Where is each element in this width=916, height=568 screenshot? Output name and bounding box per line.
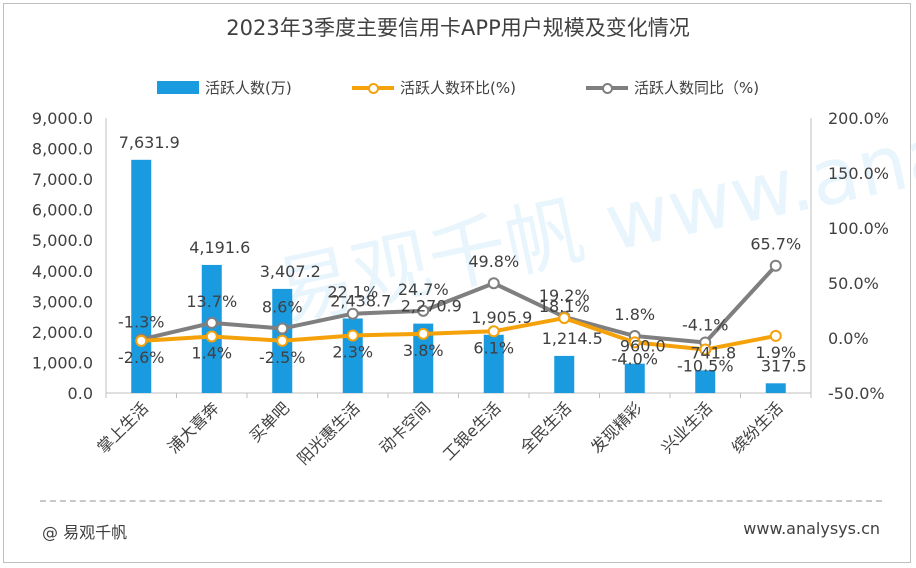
mom-line <box>139 316 778 352</box>
x-category-label: 动卡空间 <box>375 398 434 457</box>
y-left-tick-label: 6,000.0 <box>32 201 93 220</box>
mom-value-label: -2.6% <box>118 348 164 367</box>
legend-item-bar: 活跃人数(万) <box>157 77 292 98</box>
yoy-point <box>417 304 430 317</box>
yoy-value-label: 24.7% <box>398 280 449 299</box>
yoy-value-label: 65.7% <box>750 235 801 254</box>
bar <box>554 355 575 393</box>
mom-value-label: -2.5% <box>259 348 305 367</box>
bar-value-label: 741.8 <box>690 343 736 362</box>
yoy-value-label: 8.6% <box>262 298 303 317</box>
mom-value-label: 6.1% <box>473 338 514 357</box>
yoy-value-label: -1.3% <box>118 312 164 331</box>
x-category-label: 掌上生活 <box>93 398 152 457</box>
bar-value-label: 317.5 <box>761 356 807 375</box>
bar-value-label: 4,191.6 <box>189 238 250 257</box>
mom-point <box>769 329 782 342</box>
legend-yoy-label: 活跃人数同比（%) <box>634 79 760 97</box>
bar <box>201 264 222 393</box>
chart-title: 2023年3季度主要信用卡APP用户规模及变化情况 <box>226 16 690 40</box>
bar <box>131 159 152 393</box>
mom-point <box>558 312 571 325</box>
legend: 活跃人数(万) 活跃人数环比(%) 活跃人数同比（%) <box>0 77 916 99</box>
bar-value-label: 3,407.2 <box>260 262 321 281</box>
y-left-tick-label: 8,000.0 <box>32 140 93 159</box>
y-left-tick-label: 0.0 <box>68 384 93 403</box>
yoy-point <box>487 277 500 290</box>
mom-value-label: 3.8% <box>403 341 444 360</box>
y-right-tick-label: 200.0% <box>828 109 889 128</box>
x-category-label: 阳光惠生活 <box>294 398 364 468</box>
yoy-value-label: 1.8% <box>614 305 655 324</box>
bar <box>413 323 434 393</box>
mom-value-label: 1.9% <box>755 343 796 362</box>
x-category-label: 缤纷生活 <box>728 398 787 457</box>
bar <box>624 363 645 393</box>
x-category-label: 全民生活 <box>516 398 575 457</box>
mom-point <box>346 329 359 342</box>
mom-value-label: 18.1% <box>539 297 590 316</box>
mom-point <box>276 334 289 347</box>
bar-value-label: 960.0 <box>620 337 666 356</box>
yoy-value-label: -4.1% <box>682 316 728 335</box>
y-right-tick-label: 150.0% <box>828 164 889 183</box>
y-left-tick-label: 1,000.0 <box>32 353 93 372</box>
yoy-value-label: 22.1% <box>327 283 378 302</box>
bar-value-label: 1,214.5 <box>542 329 603 348</box>
bar-value-label: 2,270.9 <box>401 297 462 316</box>
yoy-value-label: 13.7% <box>186 292 237 311</box>
y-right-tick-label: 50.0% <box>828 274 879 293</box>
bar <box>765 383 786 393</box>
legend-yoy-swatch <box>586 81 628 95</box>
y-left-tick-label: 9,000.0 <box>32 109 93 128</box>
mom-value-label: 1.4% <box>191 343 232 362</box>
legend-item-yoy: 活跃人数同比（%) <box>586 77 759 98</box>
mom-point <box>628 336 641 349</box>
footer-brand: @ 易观千帆 <box>42 523 128 542</box>
y-left-tick-label: 7,000.0 <box>32 170 93 189</box>
x-category-label: 浦大喜奔 <box>164 398 223 457</box>
mom-point <box>135 334 148 347</box>
mom-point <box>417 327 430 340</box>
bar-value-label: 1,905.9 <box>471 308 532 327</box>
mom-point <box>205 330 218 343</box>
legend-item-mom: 活跃人数环比(%) <box>352 77 516 98</box>
mom-value-label: -10.5% <box>677 357 734 376</box>
x-category-label: 买单吧 <box>246 398 293 445</box>
y-left-tick-label: 2,000.0 <box>32 323 93 342</box>
x-category-label: 工银e生活 <box>439 398 505 464</box>
yoy-point <box>276 322 289 335</box>
yoy-value-label: 49.8% <box>468 252 519 271</box>
bar-value-label: 7,631.9 <box>119 133 180 152</box>
yoy-point <box>205 316 218 329</box>
y-right-tick-label: 0.0% <box>828 329 869 348</box>
y-left-tick-label: 4,000.0 <box>32 262 93 281</box>
legend-mom-label: 活跃人数环比(%) <box>400 79 516 97</box>
x-category-label: 发现精彩 <box>587 398 646 457</box>
mom-point <box>487 325 500 338</box>
legend-bar-label: 活跃人数(万) <box>205 79 292 97</box>
x-category-label: 兴业生活 <box>657 398 716 457</box>
y-left-tick-label: 3,000.0 <box>32 292 93 311</box>
footer-url: www.analysys.cn <box>743 519 880 538</box>
yoy-value-label: 19.2% <box>539 286 590 305</box>
mom-point <box>699 343 712 356</box>
yoy-line <box>139 263 778 345</box>
y-left-tick-label: 5,000.0 <box>32 231 93 250</box>
mom-value-label: 2.3% <box>332 342 373 361</box>
yoy-point <box>346 307 359 320</box>
yoy-point <box>769 259 782 272</box>
y-right-tick-label: 100.0% <box>828 219 889 238</box>
footer-divider <box>40 500 882 502</box>
bar <box>483 334 504 393</box>
bar <box>695 370 716 393</box>
bar-value-label: 2,438.7 <box>330 291 391 310</box>
legend-mom-swatch <box>352 81 394 95</box>
mom-value-label: -4.0% <box>612 349 658 368</box>
legend-bar-swatch <box>157 81 199 94</box>
y-right-tick-label: -50.0% <box>828 384 885 403</box>
